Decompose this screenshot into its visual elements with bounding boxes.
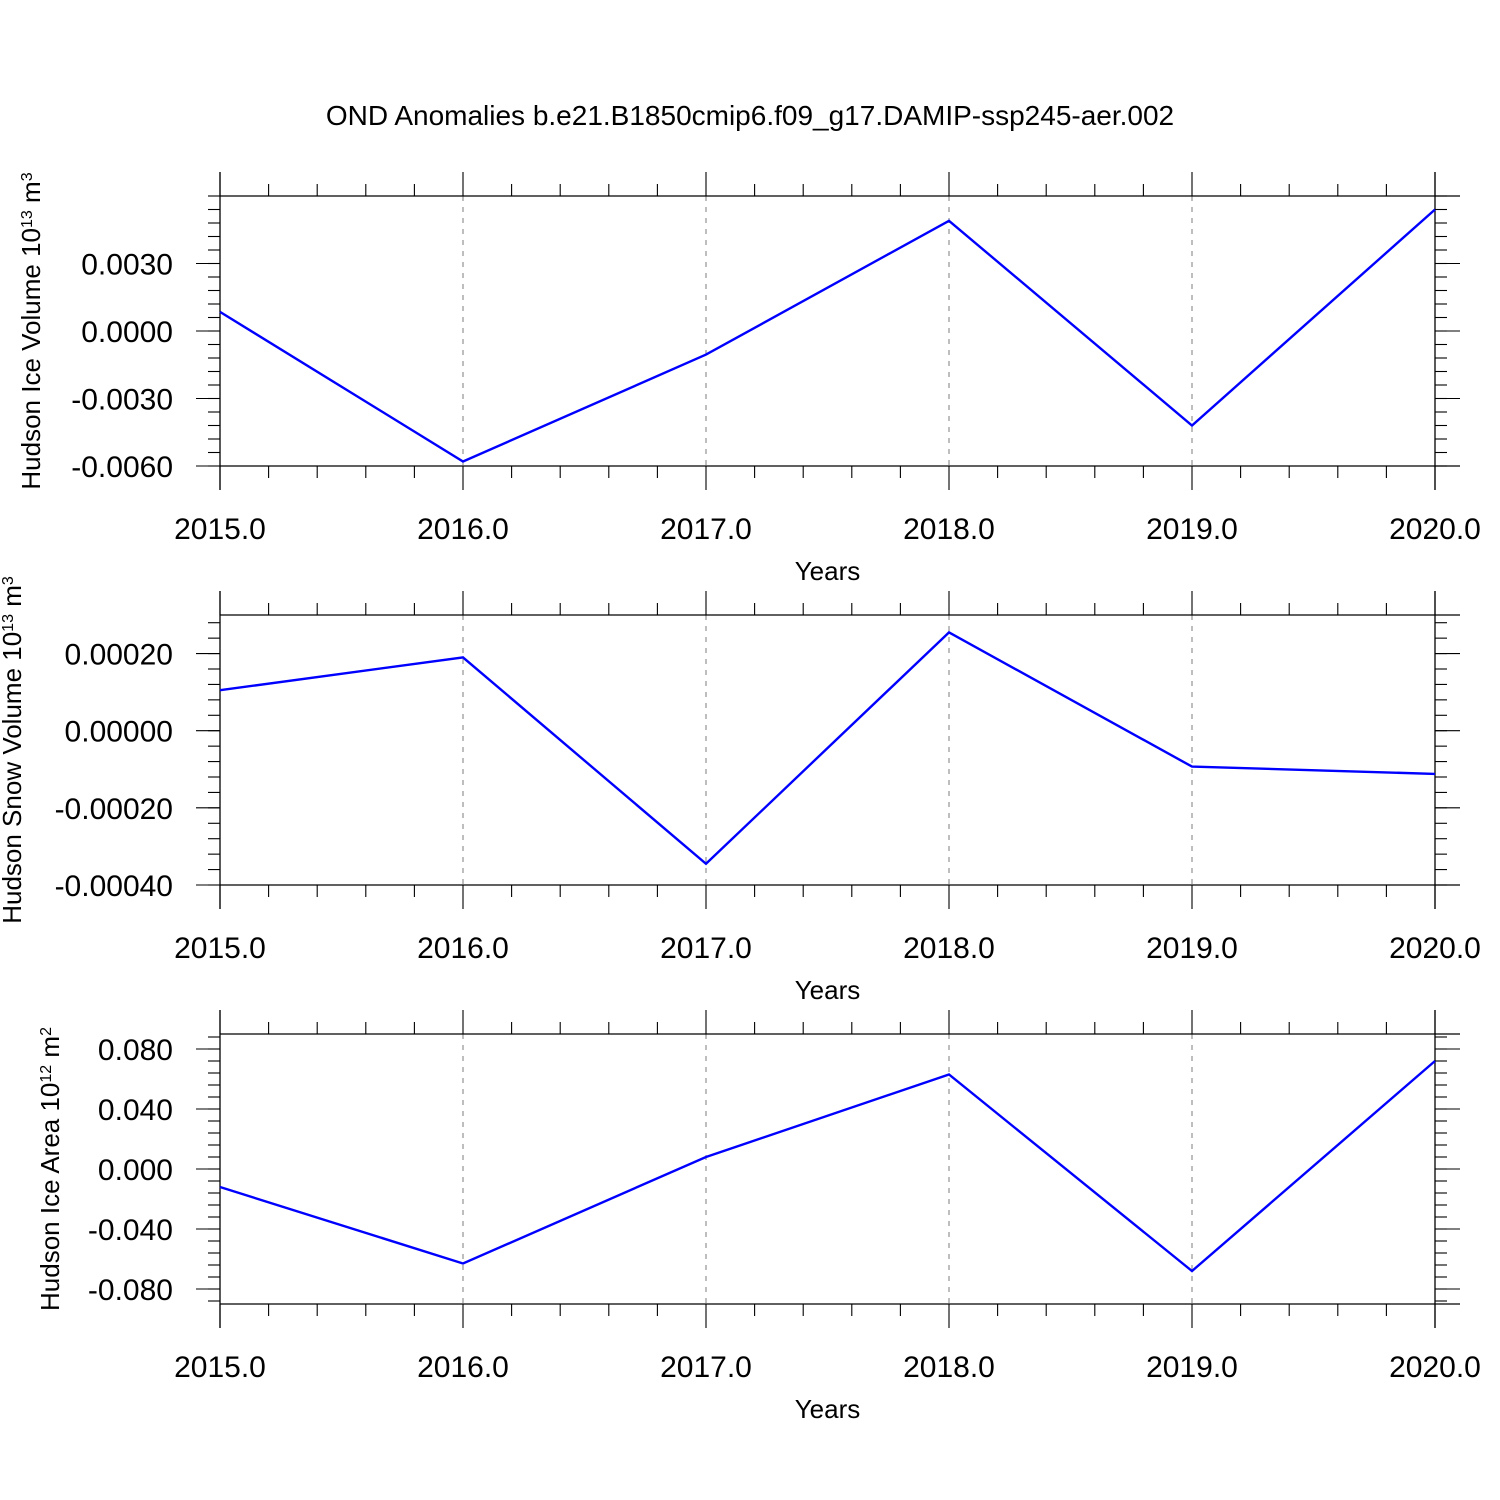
x-tick-label: 2018.0 <box>903 932 995 965</box>
x-tick-label: 2017.0 <box>660 1351 752 1384</box>
y-tick-label: 0.00000 <box>65 716 173 749</box>
chart-title: OND Anomalies b.e21.B1850cmip6.f09_g17.D… <box>326 100 1174 131</box>
y-tick-label: 0.0030 <box>81 249 173 282</box>
y-tick-label: -0.0030 <box>71 384 173 417</box>
y-tick-label: -0.080 <box>88 1274 173 1307</box>
y-tick-label: 0.080 <box>98 1034 173 1067</box>
y-tick-label: -0.040 <box>88 1214 173 1247</box>
panel-3: -0.080 -0.040 0.000 0.040 0.080 2015.0 2016.0 2… <box>35 1010 1481 1424</box>
y-axis-title: Hudson Ice Volume 1013 m3 <box>16 172 46 489</box>
series-line <box>219 208 1436 463</box>
y-tick-label: -0.0060 <box>71 451 173 484</box>
y-tick-label: 0.0000 <box>81 316 173 349</box>
x-tick-label: 2016.0 <box>417 932 509 965</box>
x-tick-label: 2016.0 <box>417 513 509 546</box>
series-line <box>219 1060 1436 1273</box>
x-tick-label: 2019.0 <box>1146 1351 1238 1384</box>
y-axis-title: Hudson Snow Volume 1013 m3 <box>0 576 27 924</box>
x-axis-title: Years <box>795 975 861 1005</box>
x-tick-label: 2015.0 <box>174 932 266 965</box>
series-line <box>219 630 1436 866</box>
x-tick-label: 2020.0 <box>1389 513 1481 546</box>
y-tick-label: 0.040 <box>98 1094 173 1127</box>
y-tick-label: 0.000 <box>98 1154 173 1187</box>
y-tick-label: 0.00020 <box>65 639 173 672</box>
x-tick-label: 2019.0 <box>1146 513 1238 546</box>
y-axis-title: Hudson Ice Area 1012 m2 <box>35 1027 65 1311</box>
panel-2: -0.00040 -0.00020 0.00000 0.00020 2015.0 2016… <box>0 576 1481 1005</box>
x-tick-label: 2018.0 <box>903 513 995 546</box>
x-tick-label: 2020.0 <box>1389 1351 1481 1384</box>
panel-1: -0.0060 -0.0030 0.0000 0.0030 2015.0 2016.0 20… <box>16 172 1481 586</box>
x-tick-label: 2016.0 <box>417 1351 509 1384</box>
x-tick-label: 2017.0 <box>660 513 752 546</box>
x-tick-label: 2015.0 <box>174 513 266 546</box>
x-tick-label: 2020.0 <box>1389 932 1481 965</box>
y-tick-label: -0.00040 <box>55 870 173 903</box>
x-axis-title: Years <box>795 556 861 586</box>
x-tick-label: 2019.0 <box>1146 932 1238 965</box>
y-tick-label: -0.00020 <box>55 793 173 826</box>
x-tick-label: 2018.0 <box>903 1351 995 1384</box>
x-tick-label: 2015.0 <box>174 1351 266 1384</box>
x-axis-title: Years <box>795 1394 861 1424</box>
x-tick-label: 2017.0 <box>660 932 752 965</box>
